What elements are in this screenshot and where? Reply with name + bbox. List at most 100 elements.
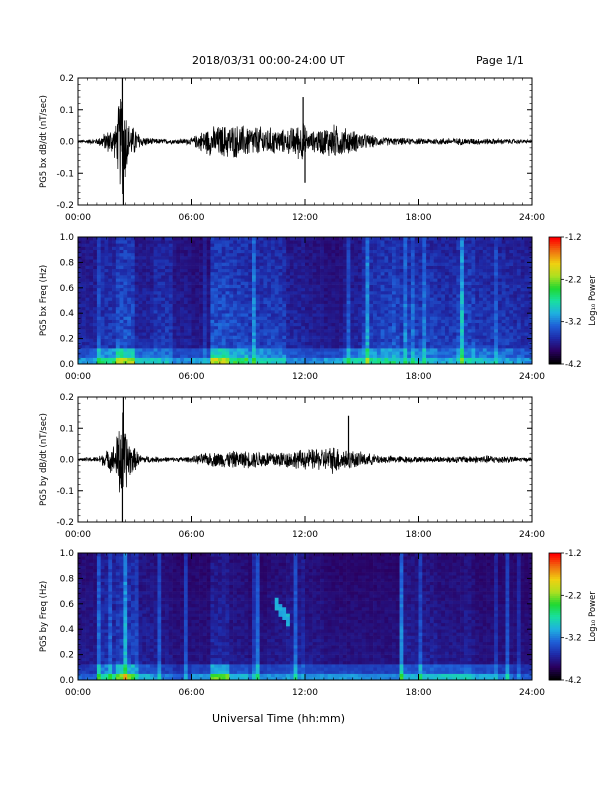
spectrogram-cell	[89, 297, 94, 301]
spectrogram-cell	[509, 249, 514, 254]
spectrogram-cell	[221, 313, 226, 317]
spectrogram-cell	[168, 240, 173, 244]
spectrogram-cell	[490, 329, 495, 333]
spectrogram-cell	[395, 310, 400, 314]
spectrogram-cell	[354, 313, 359, 317]
spectrogram-cell	[289, 310, 294, 314]
spectrogram-cell	[460, 290, 465, 295]
spectrogram-cell	[305, 246, 310, 250]
spectrogram-cell	[225, 278, 230, 282]
spectrogram-cell	[414, 275, 419, 279]
spectrogram-cell	[403, 287, 408, 292]
spectrogram-cell	[180, 348, 185, 352]
spectrogram-cell	[422, 329, 427, 333]
spectrogram-cell	[217, 313, 223, 317]
spectrogram-cell	[104, 322, 109, 327]
spectrogram-cell	[448, 259, 453, 263]
spectrogram-cell	[112, 243, 117, 247]
spectrogram-cell	[437, 322, 442, 327]
spectrogram-cell	[217, 284, 223, 289]
spectrogram-cell	[475, 354, 480, 358]
spectrogram-cell	[490, 319, 495, 324]
spectrogram-cell	[267, 256, 272, 260]
spectrogram-cell	[437, 300, 442, 304]
spectrogram-cell	[429, 329, 434, 333]
spectrogram-cell	[142, 243, 147, 247]
spectrogram-cell	[463, 256, 468, 260]
spectrogram-cell	[403, 338, 408, 343]
colorbar-segment	[549, 332, 561, 335]
spectrogram-cell	[441, 332, 446, 336]
spectrogram-cell	[138, 246, 143, 250]
spectrogram-cell	[528, 338, 533, 343]
spectrogram-cell	[119, 246, 124, 250]
spectrogram-cell	[130, 243, 136, 247]
spectrogram-cell	[267, 357, 272, 362]
spectrogram-cell	[210, 256, 215, 260]
spectrogram-cell	[274, 310, 279, 314]
spectrogram-cell	[342, 329, 347, 333]
spectrogram-cell	[255, 325, 260, 330]
spectrogram-cell	[138, 335, 143, 339]
spectrogram-cell	[157, 243, 162, 247]
spectrogram-cell	[388, 300, 393, 304]
spectrogram-cell	[119, 300, 124, 304]
spectrogram-cell	[399, 303, 404, 308]
spectrogram-cell	[399, 246, 404, 250]
spectrogram-cell	[320, 344, 325, 349]
spectrogram-cell	[339, 275, 344, 279]
spectrogram-cell	[286, 300, 291, 304]
spectrogram-cell	[460, 249, 465, 254]
spectrogram-cell	[339, 252, 344, 257]
spectrogram-cell	[448, 268, 453, 273]
spectrogram-cell	[456, 300, 461, 304]
spectrogram-cell	[206, 360, 211, 365]
spectrogram-cell	[134, 237, 139, 241]
spectrogram-cell	[426, 275, 431, 279]
spectrogram-cell	[384, 319, 389, 324]
spectrogram-cell	[221, 303, 226, 308]
spectrogram-cell	[429, 265, 434, 270]
spectrogram-cell	[96, 297, 101, 301]
spectrogram-cell	[501, 278, 506, 282]
spectrogram-cell	[255, 357, 260, 362]
spectrogram-cell	[410, 281, 416, 285]
spectrogram-cell	[376, 240, 381, 244]
spectrogram-cell	[96, 290, 101, 295]
spectrogram-cell	[138, 256, 143, 260]
spectrogram-cell	[286, 268, 291, 273]
spectrogram-cell	[422, 303, 427, 308]
spectrogram-cell	[490, 310, 495, 314]
spectrogram-cell	[327, 281, 332, 285]
spectrogram-cell	[486, 271, 491, 276]
spectrogram-cell	[123, 284, 128, 289]
spectrogram-cell	[335, 271, 340, 276]
spectrogram-cell	[161, 243, 166, 247]
spectrogram-cell	[444, 310, 450, 314]
spectrogram-cell	[267, 240, 272, 244]
spectrogram-cell	[308, 310, 313, 314]
spectrogram-cell	[308, 360, 313, 365]
spectrogram-cell	[444, 313, 450, 317]
spectrogram-cell	[494, 303, 499, 308]
spectrogram-cell	[146, 262, 151, 266]
spectrogram-cell	[146, 268, 151, 273]
spectrogram-cell	[248, 357, 253, 362]
spectrogram-cell	[195, 325, 200, 330]
spectrogram-cell	[119, 262, 124, 266]
spectrogram-cell	[85, 265, 90, 270]
spectrogram-cell	[301, 322, 306, 327]
spectrogram-cell	[180, 310, 185, 314]
spectrogram-cell	[210, 237, 215, 241]
spectrogram-cell	[274, 278, 279, 282]
spectrogram-cell	[112, 256, 117, 260]
spectrogram-cell	[494, 265, 499, 270]
spectrogram-cell	[429, 344, 434, 349]
colorbar-segment	[549, 351, 561, 354]
spectrogram-cell	[494, 319, 499, 324]
spectrogram-cell	[388, 259, 393, 263]
spectrogram-cell	[350, 256, 355, 260]
spectrogram-cell	[89, 294, 94, 298]
spectrogram-cell	[96, 300, 101, 304]
spectrogram-cell	[410, 319, 416, 324]
